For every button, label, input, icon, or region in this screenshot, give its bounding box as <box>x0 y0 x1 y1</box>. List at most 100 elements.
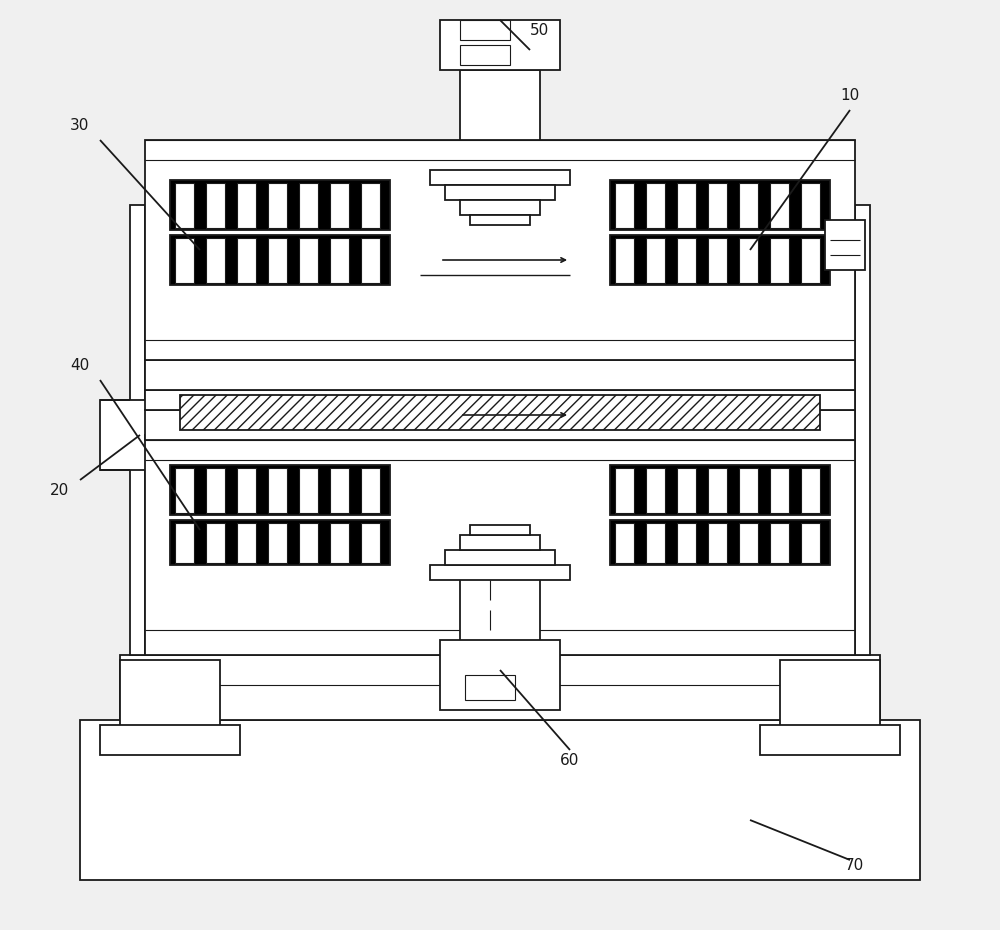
Bar <box>80 720 920 880</box>
Bar <box>770 468 789 513</box>
Bar <box>145 435 855 655</box>
Bar <box>770 523 789 563</box>
Bar <box>299 468 318 513</box>
Bar <box>615 183 634 228</box>
Bar <box>646 468 665 513</box>
Bar <box>268 523 287 563</box>
Bar <box>440 20 560 70</box>
Bar <box>801 183 820 228</box>
Bar <box>708 468 727 513</box>
Bar <box>299 523 318 563</box>
Bar <box>708 238 727 283</box>
Text: 60: 60 <box>560 753 579 768</box>
Bar <box>445 185 555 200</box>
Bar <box>180 395 820 430</box>
Bar <box>206 523 225 563</box>
Bar <box>610 465 830 515</box>
Bar <box>780 660 880 740</box>
Bar <box>708 523 727 563</box>
Bar <box>470 215 530 225</box>
Bar <box>770 183 789 228</box>
Bar <box>465 675 515 700</box>
Bar <box>801 468 820 513</box>
Bar <box>361 468 380 513</box>
Bar <box>361 238 380 283</box>
Bar <box>145 205 195 655</box>
Bar <box>175 468 194 513</box>
Bar <box>100 400 150 470</box>
Bar <box>299 238 318 283</box>
Bar <box>610 180 830 230</box>
Bar <box>206 468 225 513</box>
Bar <box>677 183 696 228</box>
Bar <box>145 140 855 360</box>
Bar <box>100 725 240 755</box>
Bar <box>120 660 220 740</box>
Bar <box>677 238 696 283</box>
Bar <box>268 183 287 228</box>
Text: 40: 40 <box>70 358 89 373</box>
Bar <box>440 640 560 710</box>
Bar <box>460 535 540 550</box>
Bar <box>268 238 287 283</box>
Bar <box>460 70 540 140</box>
Bar <box>330 238 349 283</box>
Text: 10: 10 <box>840 88 859 103</box>
Bar <box>677 468 696 513</box>
Bar <box>237 183 256 228</box>
Text: 30: 30 <box>70 118 89 133</box>
Bar <box>175 183 194 228</box>
Bar <box>825 220 865 270</box>
Bar <box>646 183 665 228</box>
Text: 50: 50 <box>530 23 549 38</box>
Bar <box>677 523 696 563</box>
Bar <box>615 523 634 563</box>
Bar <box>170 465 390 515</box>
Bar <box>610 520 830 565</box>
Bar <box>145 360 855 390</box>
Bar <box>460 565 540 645</box>
Bar <box>145 410 855 440</box>
Bar <box>760 725 900 755</box>
Bar <box>646 238 665 283</box>
Bar <box>445 550 555 565</box>
Bar <box>170 520 390 565</box>
Bar <box>430 565 570 580</box>
Bar <box>801 523 820 563</box>
Bar <box>770 238 789 283</box>
Bar <box>739 523 758 563</box>
Bar <box>430 170 570 185</box>
Bar <box>615 468 634 513</box>
Bar <box>801 238 820 283</box>
Bar <box>615 238 634 283</box>
Bar <box>330 183 349 228</box>
Bar <box>145 390 855 410</box>
Bar <box>739 183 758 228</box>
Bar <box>470 525 530 535</box>
Bar <box>610 235 830 285</box>
Bar <box>206 238 225 283</box>
Bar <box>206 183 225 228</box>
Bar <box>120 655 880 720</box>
Bar <box>175 238 194 283</box>
Bar <box>175 523 194 563</box>
Bar <box>790 205 870 655</box>
Bar <box>170 180 390 230</box>
Text: 70: 70 <box>845 858 864 873</box>
Bar <box>739 238 758 283</box>
Bar <box>805 205 855 655</box>
Bar <box>170 235 390 285</box>
Bar <box>361 183 380 228</box>
Bar <box>299 183 318 228</box>
Bar <box>330 468 349 513</box>
Bar <box>708 183 727 228</box>
Bar <box>646 523 665 563</box>
Bar <box>739 468 758 513</box>
Bar <box>268 468 287 513</box>
Bar <box>330 523 349 563</box>
Bar <box>237 523 256 563</box>
Bar <box>361 523 380 563</box>
Text: 20: 20 <box>50 483 69 498</box>
Bar <box>460 20 510 40</box>
Bar <box>237 238 256 283</box>
